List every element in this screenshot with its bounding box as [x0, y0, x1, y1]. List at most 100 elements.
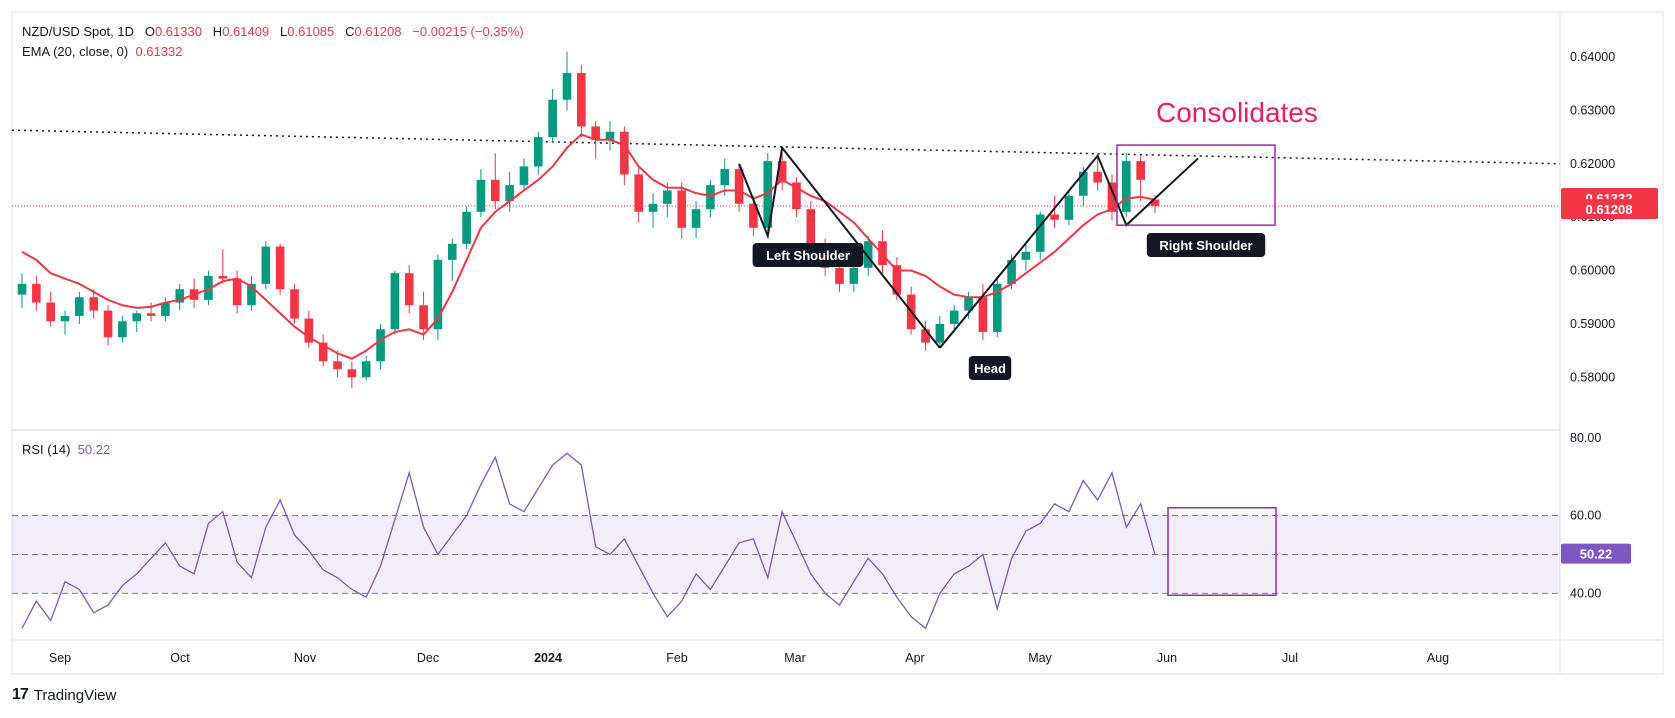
candle-body [605, 131, 615, 140]
high-value: 0.61409 [222, 24, 270, 39]
candle-body [620, 131, 629, 175]
symbol-label: NZD/USD Spot, 1D [22, 24, 134, 39]
candle-body [376, 329, 385, 362]
rsi-label: RSI (14) [22, 442, 71, 457]
candle-layer [17, 51, 1160, 388]
candle-body [103, 310, 113, 338]
left-shoulder-label: Left Shoulder [766, 248, 850, 263]
candle-body [1093, 171, 1102, 183]
annot-layer: Consolidates Left Shoulder Head Right Shoul… [752, 97, 1658, 564]
candle-body [146, 313, 156, 316]
candle-body [749, 203, 758, 228]
head-label: Head [974, 361, 1006, 376]
price-tick-label: 0.58000 [1570, 370, 1615, 384]
rsi-consolidation-box [1167, 507, 1277, 597]
time-tick-label: Mar [784, 651, 806, 665]
right-shoulder-label: Right Shoulder [1159, 238, 1252, 253]
tradingview-logo-icon: 17 [12, 686, 29, 703]
rsi-tick-label: 60.00 [1570, 509, 1601, 523]
rsi-value-tag: 50.22 [1580, 547, 1613, 562]
candle-body [519, 166, 529, 186]
candle-body [1050, 214, 1059, 220]
candle-body [691, 209, 701, 228]
head-label-bg [968, 356, 1012, 380]
candle-body [89, 297, 99, 311]
price-tick-label: 0.60000 [1570, 264, 1615, 278]
time-tick-label: Aug [1427, 651, 1449, 665]
candle-body [978, 297, 988, 332]
time-tick-label: Jul [1282, 651, 1298, 665]
candle-body [433, 259, 443, 330]
low-label: L [280, 24, 288, 39]
candle-body [275, 246, 285, 290]
rsi-value-tag-bg [1561, 543, 1631, 564]
candle-body [390, 273, 400, 330]
candle-body [175, 289, 185, 303]
candle-body [677, 190, 687, 228]
candle-body [1035, 214, 1045, 252]
candle-body [347, 369, 357, 378]
time-tick-label: Sep [49, 651, 71, 665]
candle-body [663, 190, 672, 204]
close-price-tag-bg [1561, 199, 1658, 220]
candle-body [290, 289, 299, 319]
candle-body [32, 283, 41, 303]
candle-body [949, 310, 959, 324]
candle-body [46, 302, 55, 322]
chart-frame [11, 11, 1664, 675]
candle-body [1150, 199, 1160, 206]
ohlc-header: NZD/USD Spot, 1D O0.61330 H0.61409 L0.61… [22, 24, 524, 39]
time-tick-label: Oct [170, 651, 190, 665]
candle-body [534, 137, 543, 167]
candle-body [921, 329, 930, 343]
candle-body [318, 342, 328, 362]
candle-body [792, 182, 801, 210]
price-tick-label: 0.63000 [1570, 103, 1615, 117]
candle-body [1064, 195, 1074, 220]
candle-body [1122, 161, 1131, 212]
candle-body [75, 297, 84, 316]
candle-body [892, 265, 902, 295]
candle-body [232, 278, 242, 306]
neckline-trendline [11, 129, 1561, 165]
candle-body [806, 209, 816, 247]
candle-body [505, 185, 514, 202]
tradingview-brand[interactable]: 17 TradingView [12, 686, 116, 704]
candle-body [161, 302, 170, 316]
candle-body [935, 323, 945, 343]
time-tick-label: Feb [666, 651, 688, 665]
candle-body [777, 161, 787, 183]
left-shoulder-label-bg [752, 243, 864, 267]
candle-body [1007, 259, 1016, 284]
candle-body [863, 241, 873, 268]
time-tick-label: May [1028, 651, 1052, 665]
time-tick-label: Nov [294, 651, 317, 665]
candle-body [490, 179, 500, 202]
candle-body [132, 313, 142, 322]
candle-body [964, 297, 973, 311]
candle-body [1136, 161, 1145, 180]
rsi-value: 50.22 [77, 442, 111, 457]
candle-body [361, 361, 371, 378]
ema-value: 0.61332 [135, 44, 183, 59]
consolidates-label: Consolidates [1156, 97, 1318, 128]
candle-body [60, 315, 70, 322]
candle-body [17, 283, 27, 295]
ema-line [21, 133, 1156, 360]
rsi-tick-label: 80.00 [1570, 431, 1601, 445]
change-value: −0.00215 (−0.35%) [412, 24, 524, 39]
time-tick-label: Apr [905, 651, 924, 665]
candle-body [648, 203, 658, 212]
candle-body [447, 243, 457, 260]
candle-body [1021, 251, 1031, 260]
close-price-tag: 0.61208 [1586, 202, 1633, 217]
candle-body [333, 361, 342, 370]
low-value: 0.61085 [287, 24, 335, 39]
right-shoulder-label-bg [1146, 233, 1266, 257]
candle-body [835, 267, 844, 284]
close-label: C [345, 24, 355, 39]
candle-body [562, 73, 572, 100]
axis-layer: 0.640000.630000.620000.610000.600000.590… [49, 50, 1615, 665]
candle-body [476, 179, 486, 212]
